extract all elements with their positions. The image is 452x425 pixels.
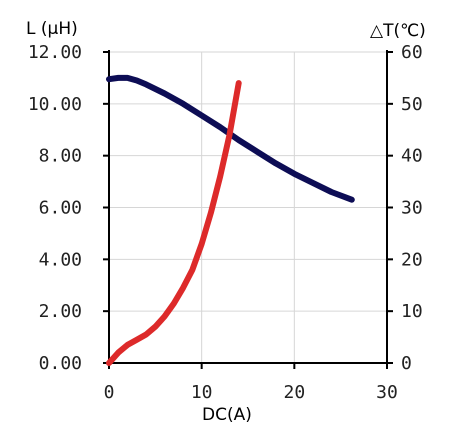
y-axis-left-title: L (μH)	[26, 19, 78, 39]
x-tick-label: 20	[283, 382, 305, 403]
y-left-tick-label: 6.00	[39, 198, 82, 219]
y-left-tick-label: 2.00	[39, 301, 82, 322]
y-right-tick-label: 0	[401, 353, 412, 374]
y-right-tick-label: 30	[401, 198, 423, 219]
series-group	[106, 74, 355, 366]
y-right-tick-label: 60	[401, 42, 423, 63]
series-line-temperature	[106, 80, 242, 366]
y-left-tick-label: 4.00	[39, 249, 82, 270]
y-left-tick-label: 8.00	[39, 146, 82, 167]
grid-lines	[108, 51, 388, 364]
y-left-tick-label: 10.00	[28, 94, 82, 115]
y-right-tick-label: 40	[401, 146, 423, 167]
tick-labels: 0.00 2.00 4.00 6.00 8.00 10.00 12.00 0 10 20 30 40 5…	[28, 42, 423, 403]
x-tick-label: 10	[191, 382, 213, 403]
y-axis-right-title: △T(℃)	[370, 21, 426, 41]
axes	[103, 50, 393, 369]
y-right-tick-label: 10	[401, 301, 423, 322]
y-left-tick-label: 12.00	[28, 42, 82, 63]
x-tick-label: 30	[376, 382, 398, 403]
x-tick-label: 0	[104, 382, 115, 403]
y-right-tick-label: 50	[401, 94, 423, 115]
y-left-tick-label: 0.00	[39, 353, 82, 374]
x-axis-title: DC(A)	[202, 405, 252, 425]
series-line-inductance	[106, 74, 355, 203]
y-right-tick-label: 20	[401, 249, 423, 270]
